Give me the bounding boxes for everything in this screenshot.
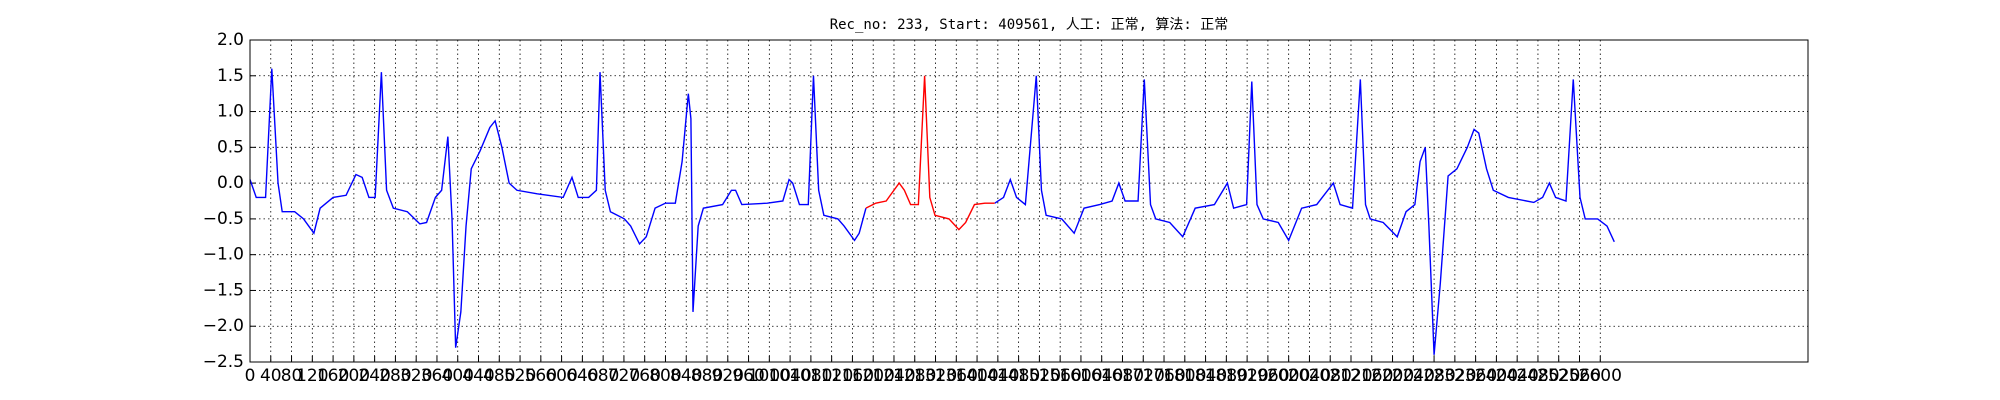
x-tick-label: 1680 [1101,366,1144,386]
x-tick-label: 2160 [1350,366,1393,386]
x-tick-label: 1320 [914,366,957,386]
x-tick-label: 0 [245,366,256,386]
y-tick-label: 1.0 [217,102,244,122]
x-tick-label: 40 [260,366,282,386]
x-tick-label: 960 [732,366,764,386]
y-tick-label: 2.0 [217,30,244,50]
x-tick-label: 1960 [1246,366,1289,386]
x-tick-label: 1040 [768,366,811,386]
y-tick-label: −2.0 [203,316,244,336]
y-tick-label: −1.0 [203,245,244,265]
x-tick-label: 2200 [1371,366,1414,386]
x-tick-label: 80 [281,366,303,386]
x-tick-label: 160 [317,366,349,386]
x-tick-label: 1280 [893,366,936,386]
x-tick-label: 2280 [1412,366,1455,386]
x-tick-label: 240 [358,366,390,386]
x-tick-label: 1360 [935,366,978,386]
series-line [249,68,1615,355]
y-tick-label: −1.5 [203,280,244,300]
x-tick-label: 320 [400,366,432,386]
y-tick-label: 1.5 [217,66,244,86]
x-tick-label: 1800 [1163,366,1206,386]
x-tick-label: 1920 [1225,366,1268,386]
x-tick-label: 2600 [1579,366,1622,386]
x-tick-label: 880 [691,366,723,386]
x-tick-label: 680 [587,366,619,386]
x-tick-label: 1760 [1142,366,1185,386]
x-tick-label: 600 [545,366,577,386]
x-tick-label: 1640 [1080,366,1123,386]
x-tick-label: 2400 [1475,366,1518,386]
plot-frame [249,39,1809,363]
x-tick-label: 1200 [852,366,895,386]
x-tick-label: 560 [525,366,557,386]
x-tick-label: 520 [504,366,536,386]
x-tick-label: 1520 [1018,366,1061,386]
x-tick-label: 2240 [1392,366,1435,386]
x-tick-label: 1440 [976,366,1019,386]
x-tick-label: 800 [649,366,681,386]
x-tick-label: 480 [483,366,515,386]
x-tick-label: 1000 [748,366,791,386]
x-tick-label: 1400 [955,366,998,386]
x-tick-label: 2520 [1537,366,1580,386]
x-tick-label: 200 [338,366,370,386]
x-tick-label: 2000 [1267,366,1310,386]
x-tick-label: 400 [442,366,474,386]
series-line [865,75,995,231]
x-tick-label: 1240 [872,366,915,386]
y-tick-label: −0.5 [203,209,244,229]
x-tick-label: 1080 [789,366,832,386]
x-tick-label: 280 [379,366,411,386]
x-tick-label: 1560 [1039,366,1082,386]
x-tick-label: 720 [608,366,640,386]
y-tick-label: 0.0 [217,173,244,193]
y-tick-label: 0.5 [217,137,244,157]
x-tick-label: 2320 [1433,366,1476,386]
x-tick-label: 1480 [997,366,1040,386]
x-tick-label: 2480 [1516,366,1559,386]
x-tick-label: 1880 [1205,366,1248,386]
x-tick-label: 840 [670,366,702,386]
x-tick-label: 760 [628,366,660,386]
x-tick-label: 360 [421,366,453,386]
x-tick-label: 1840 [1184,366,1227,386]
x-tick-label: 2560 [1558,366,1601,386]
y-tick-label: −2.5 [203,352,244,372]
x-tick-label: 120 [296,366,328,386]
x-tick-label: 1600 [1059,366,1102,386]
x-tick-label: 920 [712,366,744,386]
x-tick-label: 1160 [831,366,874,386]
x-tick-label: 2120 [1329,366,1372,386]
x-tick-label: 2040 [1288,366,1331,386]
x-tick-label: 2080 [1309,366,1352,386]
x-tick-label: 1720 [1122,366,1165,386]
x-tick-label: 2360 [1454,366,1497,386]
chart-title: Rec_no: 233, Start: 409561, 人工: 正常, 算法: … [830,17,1229,33]
x-tick-label: 440 [462,366,494,386]
x-tick-label: 640 [566,366,598,386]
x-tick-label: 1120 [810,366,853,386]
x-tick-label: 2440 [1496,366,1539,386]
